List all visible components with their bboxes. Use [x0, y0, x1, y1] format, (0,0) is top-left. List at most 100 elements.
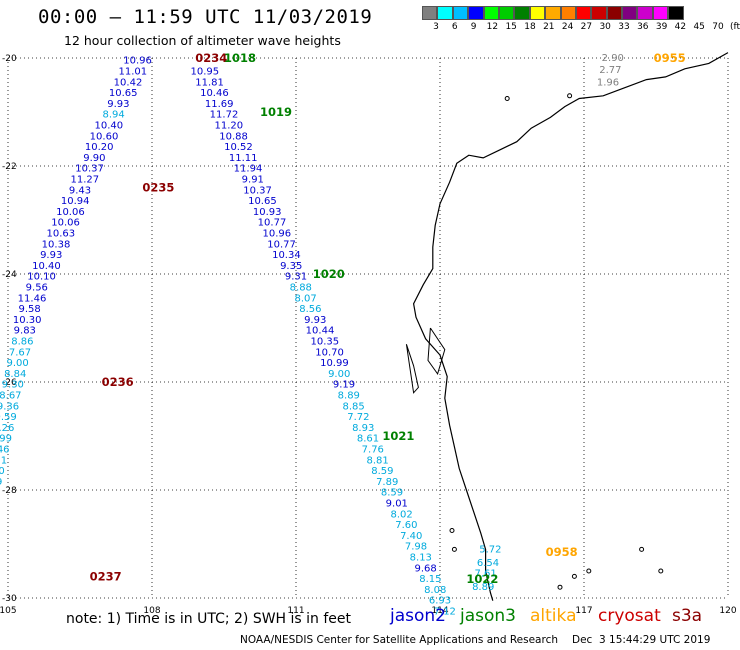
track-time-label: 0236 [102, 375, 134, 389]
color-scale-label: 45 [693, 22, 705, 32]
swh-value: 7.61 [474, 569, 496, 580]
color-swatch [452, 6, 469, 20]
swh-value: 10.44 [306, 326, 335, 337]
legend-item-jason3: jason3 [460, 606, 516, 626]
island-marker [658, 568, 664, 574]
swh-value: 10.46 [200, 88, 229, 99]
color-scale-label: 12 [486, 22, 499, 32]
swh-value: 8.49 [0, 477, 2, 488]
swh-value: 9.43 [69, 185, 91, 196]
swh-value: 8.08 [424, 585, 446, 596]
swh-value: 11.69 [205, 99, 234, 110]
swh-value: 8.15 [419, 574, 441, 585]
swh-value: 8.93 [352, 423, 374, 434]
swh-value: 9.46 [0, 445, 10, 456]
swh-value: 10.99 [320, 358, 349, 369]
peninsula-path [427, 327, 446, 376]
swh-value: 6.54 [477, 558, 499, 569]
swh-value: 10.94 [61, 196, 90, 207]
color-scale-label: 39 [655, 22, 668, 32]
swh-value: 10.42 [114, 77, 143, 88]
swh-value: 10.77 [267, 239, 296, 250]
color-swatch [591, 6, 607, 20]
swh-value: 10.06 [56, 207, 85, 218]
swh-value: 8.81 [366, 455, 388, 466]
color-scale-label: 9 [470, 22, 477, 32]
swh-value: 11.94 [234, 164, 263, 175]
color-scale-label: 24 [561, 22, 574, 32]
map-grid [7, 57, 729, 599]
y-tick-label: -30 [2, 594, 17, 604]
color-swatch [622, 6, 638, 20]
swh-value: 9.68 [414, 563, 436, 574]
y-tick-label: -22 [2, 162, 17, 172]
swh-value: 9.59 [0, 412, 17, 423]
color-swatch [545, 6, 561, 20]
swh-value: 9.00 [6, 358, 28, 369]
color-swatch [668, 6, 684, 20]
track-time-label: 0958 [546, 545, 578, 559]
x-tick-label: 105 [0, 606, 17, 616]
swh-value: 1.96 [597, 77, 619, 88]
swh-value: 10.65 [109, 88, 138, 99]
swh-value: 8.59 [381, 488, 403, 499]
y-tick-label: -24 [2, 270, 17, 280]
track-time-label: 1022 [466, 572, 498, 586]
track-time-label: 1018 [224, 51, 256, 65]
color-swatch [483, 6, 499, 20]
swh-value: 9.19 [333, 380, 355, 391]
page-subtitle: 12 hour collection of altimeter wave hei… [64, 33, 341, 48]
island-marker [504, 96, 510, 101]
track-time-label: 1019 [260, 105, 292, 119]
color-scale-label: 33 [618, 22, 630, 32]
color-swatch [560, 6, 576, 20]
color-scale-label: 42 [674, 22, 687, 32]
swh-value: 10.38 [42, 239, 71, 250]
swh-value: 7.72 [347, 412, 369, 423]
swh-value: 10.37 [75, 164, 104, 175]
swh-value: 10.96 [262, 229, 291, 240]
color-scale-label: 70 [712, 22, 724, 32]
swh-value: 9.36 [0, 401, 19, 412]
island-marker [557, 584, 563, 590]
swh-value: 11.27 [70, 175, 99, 186]
swh-value: 9.26 [0, 423, 14, 434]
color-swatch [652, 6, 669, 20]
swh-value: 10.65 [248, 196, 277, 207]
swh-value: 11.20 [214, 121, 243, 132]
swh-value: 11.46 [18, 293, 47, 304]
swh-value: 11.01 [118, 67, 147, 78]
color-scale-label: 6 [451, 22, 458, 32]
color-swatch [437, 6, 453, 20]
map-axes: 105 108 111 114 117 120 -20 -22 -24 -26 -28 -30 [0, 54, 737, 616]
legend-item-s3a: s3a [672, 606, 703, 626]
track-time-label: 0234 [195, 51, 227, 65]
coastline-path [412, 52, 729, 601]
swh-value: 7.76 [362, 445, 384, 456]
color-scale-label: 3 [433, 22, 439, 32]
swh-labels: 10.9611.0110.4210.659.938.9410.4010.6010… [0, 51, 686, 618]
swh-value: 10.95 [190, 67, 219, 78]
color-scale-label: 21 [543, 22, 555, 32]
swh-value: 8.31 [0, 455, 7, 466]
swh-value: 10.35 [310, 337, 339, 348]
swh-value: 10.52 [224, 142, 253, 153]
swh-value: 10.70 [315, 347, 344, 358]
swh-value: 10.06 [51, 218, 80, 229]
swh-value: 7.98 [405, 542, 427, 553]
color-swatch [498, 6, 515, 20]
legend-item-cryosat: cryosat [598, 606, 661, 626]
swh-value: 9.00 [328, 369, 350, 380]
island-marker [451, 546, 457, 552]
track-time-label: 1020 [313, 267, 345, 281]
swh-value: 8.10 [0, 466, 5, 477]
island-marker [639, 546, 645, 552]
color-scale-bar [422, 6, 684, 20]
island-marker [571, 573, 577, 579]
swh-value: 9.58 [18, 304, 40, 315]
y-tick-label: -26 [2, 378, 17, 388]
page-title: 00:00 – 11:59 UTC 11/03/2019 [38, 6, 373, 28]
color-scale-label: 15 [505, 22, 517, 32]
